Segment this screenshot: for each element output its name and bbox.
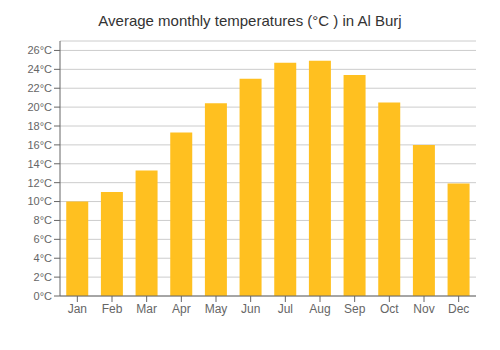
- svg-text:Mar: Mar: [136, 302, 157, 316]
- svg-text:Jan: Jan: [68, 302, 87, 316]
- svg-text:Sep: Sep: [344, 302, 366, 316]
- svg-text:2°C: 2°C: [34, 271, 53, 283]
- html-text:Average monthly temperatures (: Average monthly temperatures (°C ) in Al…: [98, 12, 402, 29]
- svg-text:26°C: 26°C: [27, 44, 52, 56]
- svg-text:Aug: Aug: [309, 302, 330, 316]
- svg-text:22°C: 22°C: [27, 82, 52, 94]
- svg-text:8°C: 8°C: [34, 214, 53, 226]
- svg-text:14°C: 14°C: [27, 158, 52, 170]
- svg-text:10°C: 10°C: [27, 195, 52, 207]
- svg-text:20°C: 20°C: [27, 101, 52, 113]
- svg-text:12°C: 12°C: [27, 177, 52, 189]
- svg-text:Apr: Apr: [172, 302, 191, 316]
- svg-text:16°C: 16°C: [27, 139, 52, 151]
- svg-text:0°C: 0°C: [34, 290, 53, 302]
- svg-text:May: May: [205, 302, 228, 316]
- svg-text:Jun: Jun: [241, 302, 260, 316]
- svg-text:Oct: Oct: [380, 302, 399, 316]
- svg-text:Feb: Feb: [102, 302, 123, 316]
- svg-text:6°C: 6°C: [34, 233, 53, 245]
- svg-text:Dec: Dec: [448, 302, 469, 316]
- svg-text:Jul: Jul: [278, 302, 293, 316]
- svg-text:Nov: Nov: [413, 302, 434, 316]
- svg-text:18°C: 18°C: [27, 120, 52, 132]
- svg-text:4°C: 4°C: [34, 252, 53, 264]
- svg-text:24°C: 24°C: [27, 63, 52, 75]
